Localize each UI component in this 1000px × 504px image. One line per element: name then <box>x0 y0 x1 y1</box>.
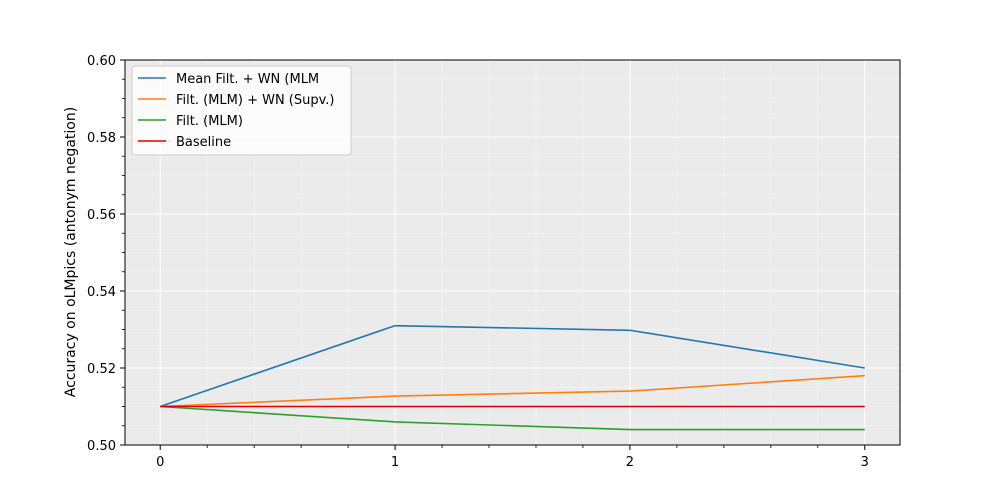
x-tick-label: 2 <box>626 455 634 470</box>
x-tick-label: 1 <box>391 455 399 470</box>
x-tick-label: 3 <box>861 455 869 470</box>
y-tick-label: 0.52 <box>87 362 116 377</box>
series-line-1 <box>160 374 865 408</box>
legend-label: Filt. (MLM) <box>176 114 243 129</box>
legend-label: Baseline <box>176 135 231 150</box>
y-tick-label: 0.56 <box>87 208 116 223</box>
y-axis-label: Accuracy on oLMpics (antonym negation) <box>63 107 79 397</box>
x-axis: 0 1 2 3 <box>156 445 869 470</box>
legend-label: Mean Filt. + WN (MLM <box>176 72 319 87</box>
y-tick-label: 0.50 <box>87 439 116 454</box>
legend: Mean Filt. + WN (MLM Filt. (MLM) + WN (Su… <box>131 65 352 156</box>
legend-label: Filt. (MLM) + WN (Supv.) <box>176 93 335 108</box>
legend-box <box>131 65 352 156</box>
x-tick-label: 0 <box>156 455 164 470</box>
y-axis: 0.50 0.52 0.54 0.56 0.58 0.60 <box>87 54 125 454</box>
y-tick-label: 0.54 <box>87 285 116 300</box>
y-tick-label: 0.60 <box>87 54 116 69</box>
series-layer <box>159 324 865 431</box>
y-tick-label: 0.58 <box>87 131 116 146</box>
series-line-0 <box>159 324 865 408</box>
series-line-2 <box>160 405 865 431</box>
